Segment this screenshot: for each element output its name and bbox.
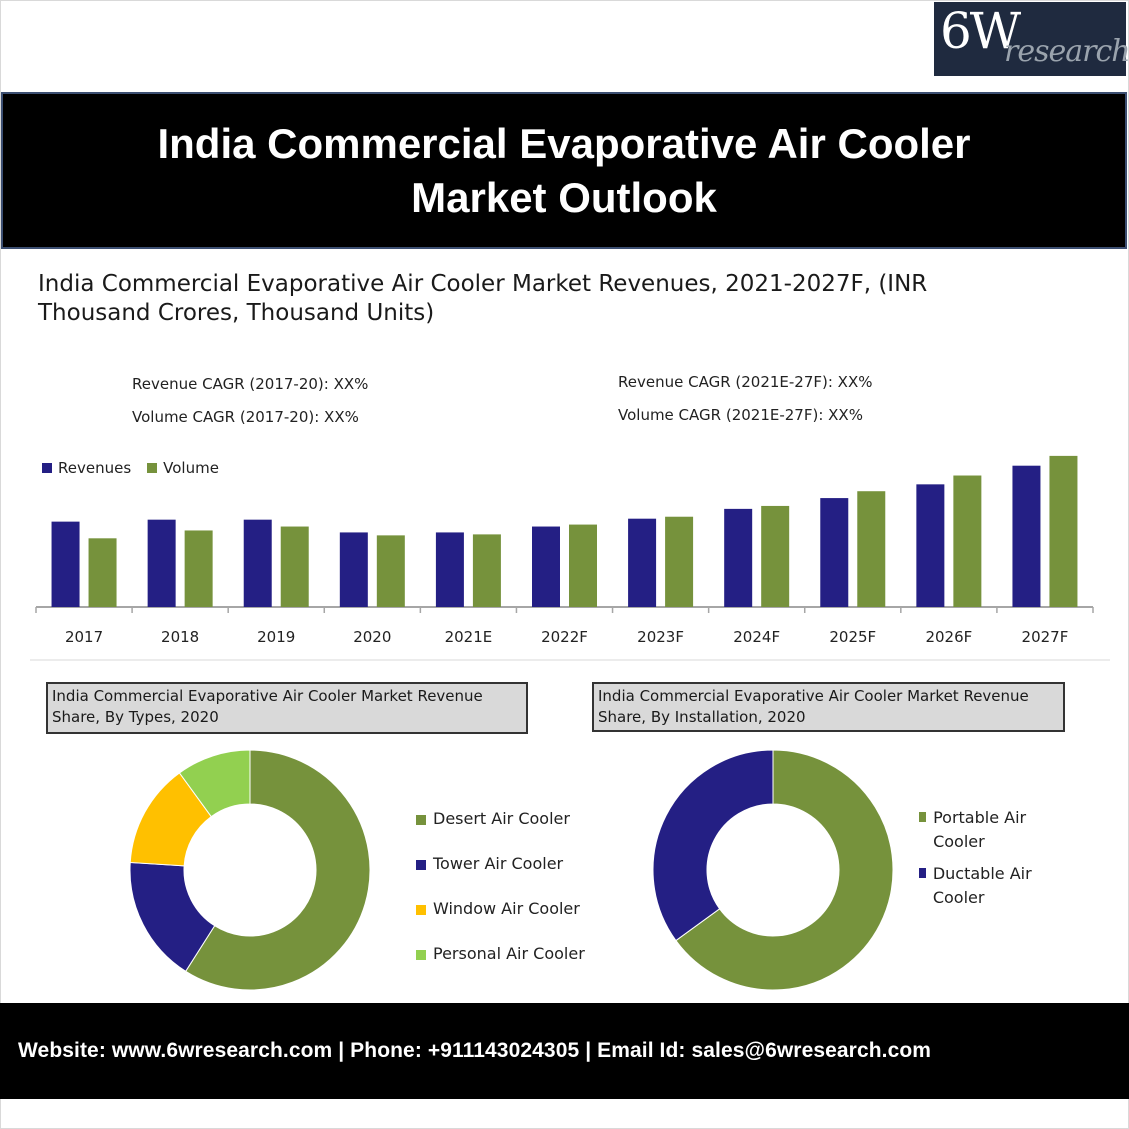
legend-item-portable: Portable Air Cooler [919,806,1039,854]
pie-install-title-box: India Commercial Evaporative Air Cooler … [592,682,1065,732]
x-tick-label: 2023F [637,628,684,646]
chart-panel-divider [30,659,1110,661]
legend-label-ductable: Ductable Air Cooler [932,864,1032,907]
legend-item-desert: Desert Air Cooler [416,809,585,854]
volume-bar-2020 [376,535,405,607]
revenues-swatch-icon [42,463,52,473]
pie-types-title-box: India Commercial Evaporative Air Cooler … [46,682,528,734]
bar-chart-title: India Commercial Evaporative Air Cooler … [38,271,928,326]
portable-swatch-icon [919,812,927,822]
revenue-bar-2021E [435,532,464,607]
revenue-bar-2018 [147,519,176,607]
cagr-right-block: Revenue CAGR (2021E-27F): XX% Volume CAG… [618,366,873,432]
personal-swatch-icon [416,950,426,960]
revenue-bar-2024F [724,508,753,607]
desert-swatch-icon [416,815,426,825]
volume-cagr-forecast: Volume CAGR (2021E-27F): XX% [618,406,863,424]
pie-chart-installation [652,749,894,991]
logo-main-text: 6W [940,2,1021,60]
revenue-bar-2025F [820,498,849,607]
legend-label-revenues: Revenues [58,459,132,477]
legend-item-ductable: Ductable Air Cooler [919,862,1039,910]
x-tick-label: 2018 [161,628,199,646]
legend-label-desert: Desert Air Cooler [433,809,570,828]
legend-label-personal: Personal Air Cooler [433,944,585,963]
x-tick-label: 2022F [541,628,588,646]
x-tick-label: 2017 [65,628,103,646]
window-swatch-icon [416,905,426,915]
logo-sub-text: research [1004,34,1129,69]
legend-item-window: Window Air Cooler [416,899,585,944]
revenue-bar-2027F [1012,465,1041,607]
revenue-bar-2020 [339,532,368,607]
contact-footer: Website: www.6wresearch.com | Phone: +91… [0,1003,1129,1099]
slice-portable-air-cooler [675,749,894,991]
bar-legend: Revenues Volume [42,459,219,477]
tower-swatch-icon [416,860,426,870]
pie-types-legend: Desert Air Cooler Tower Air Cooler Windo… [416,809,585,989]
legend-item-revenues: Revenues [42,459,131,477]
volume-bar-2022F [569,524,597,607]
legend-label-volume: Volume [163,459,219,477]
revenue-bar-2023F [628,518,657,607]
volume-bar-2027F [1049,455,1078,607]
volume-swatch-icon [147,463,158,473]
slice-personal-air-cooler [178,749,251,818]
revenue-cagr-historical: Revenue CAGR (2017-20): XX% [132,375,369,393]
volume-bar-2025F [857,491,886,607]
x-tick-label: 2019 [257,628,295,646]
legend-label-window: Window Air Cooler [433,899,580,918]
volume-bar-2017 [88,538,117,607]
volume-bar-2024F [761,505,790,607]
volume-bar-2019 [280,526,309,607]
legend-label-portable: Portable Air Cooler [933,808,1027,851]
volume-cagr-historical: Volume CAGR (2017-20): XX% [132,408,359,426]
ductable-swatch-icon [919,868,926,878]
revenue-cagr-forecast: Revenue CAGR (2021E-27F): XX% [618,373,873,391]
pie-chart-types [129,749,371,991]
x-tick-label: 2027F [1022,628,1069,646]
x-tick-label: 2026F [925,628,972,646]
legend-label-tower: Tower Air Cooler [433,854,564,873]
legend-item-personal: Personal Air Cooler [416,944,585,989]
legend-item-volume: Volume [147,459,219,477]
volume-bar-2018 [184,530,213,607]
contact-info: Website: www.6wresearch.com | Phone: +91… [18,1039,932,1062]
legend-item-tower: Tower Air Cooler [416,854,585,899]
x-tick-label: 2020 [353,628,391,646]
cagr-left-block: Revenue CAGR (2017-20): XX% Volume CAGR … [132,368,368,434]
revenue-bar-2017 [51,521,80,607]
bar-chart: 2017 2018 2019 2020 2021E 2022F 2023F 2024F 2025… [35,455,1094,646]
pie-types-title: India Commercial Evaporative Air Cooler … [52,687,483,726]
revenue-bar-2022F [532,526,560,607]
pie-install-legend: Portable Air Cooler Ductable Air Cooler [919,806,1039,910]
revenue-bar-2026F [916,484,945,607]
title-banner: India Commercial Evaporative Air Cooler … [1,92,1127,249]
revenue-bar-2019 [243,519,272,607]
logo-6w-research: 6W research [934,2,1129,76]
x-tick-label: 2021E [445,628,493,646]
pie-install-title: India Commercial Evaporative Air Cooler … [598,687,1029,726]
volume-bar-2023F [665,516,694,607]
slice-ductable-air-cooler [652,749,774,942]
x-tick-label: 2024F [733,628,780,646]
volume-bar-2021E [472,534,501,607]
page-title: India Commercial Evaporative Air Cooler … [157,119,971,221]
volume-bar-2026F [953,475,982,607]
x-tick-label: 2025F [829,628,876,646]
slice-desert-air-cooler [185,749,371,991]
